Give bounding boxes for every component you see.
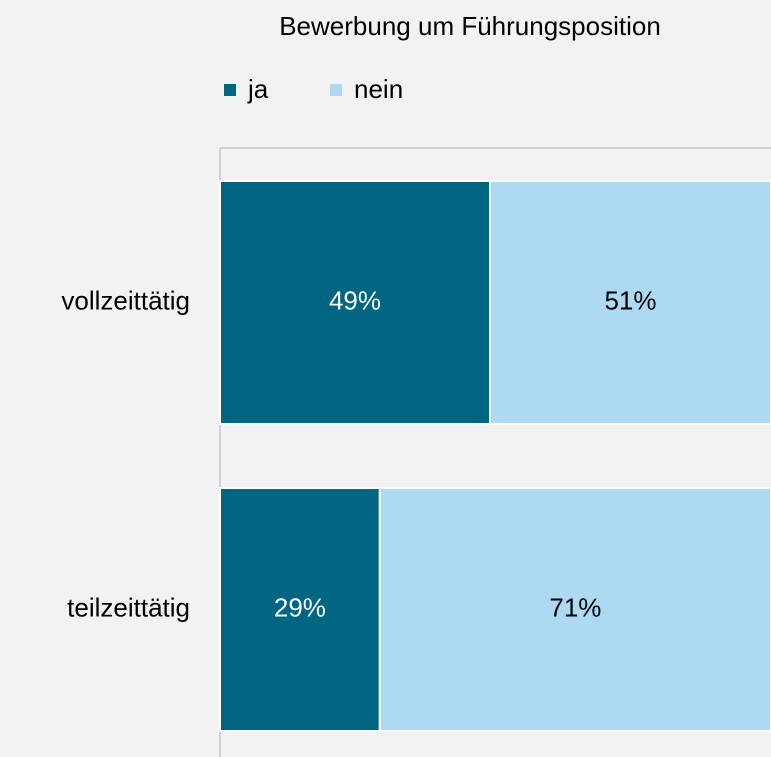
y-tick-label: teilzeittätig — [67, 592, 190, 622]
value-label: 49% — [329, 285, 381, 315]
bar-segment — [219, 487, 381, 732]
bar-segment — [488, 180, 771, 425]
legend-swatch — [224, 84, 236, 96]
legend-label: ja — [247, 74, 269, 104]
bar-segment — [378, 487, 771, 732]
legend-label: nein — [354, 74, 403, 104]
value-label: 71% — [549, 592, 601, 622]
y-tick-label: vollzeittätig — [61, 285, 190, 315]
value-label: 29% — [274, 592, 326, 622]
chart-title: Bewerbung um Führungsposition — [279, 11, 661, 41]
value-label: 51% — [604, 285, 656, 315]
bar-segment — [219, 180, 491, 425]
legend-swatch — [330, 84, 342, 96]
